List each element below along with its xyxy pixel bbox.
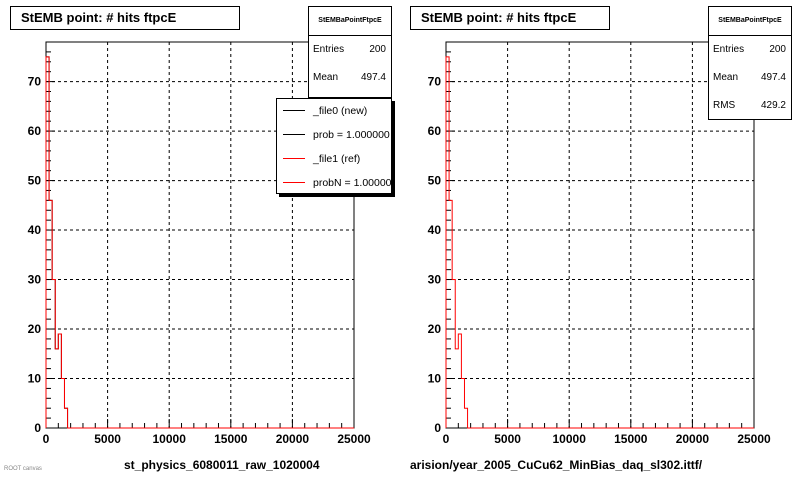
left-y-tick-label: 10 [28,372,42,386]
right-y-tick-label: 0 [434,421,441,435]
left-stats-mean-label: Mean [313,72,339,83]
right-x-tick-label: 5000 [494,432,521,446]
right-x-tick-label: 0 [443,432,450,446]
left-x-tick-label: 10000 [153,432,187,446]
right-y-tick-label: 50 [428,174,442,188]
left-stats-mean-row: Mean 497.4 [309,64,391,92]
left-xlabel-text: st_physics_6080011_raw_1020004 [124,458,320,472]
left-stats-box: StEMBaPointFtpcE Entries 200 Mean 497.4 [308,6,392,98]
footer-text: ROOT canvas [4,466,42,472]
right-stats-entries-label: Entries [713,44,745,55]
legend-item: prob = 1.000000 [277,123,391,147]
right-y-tick-label: 10 [428,372,442,386]
right-stats-mean-row: Mean 497.4 [709,64,791,92]
left-x-tick-label: 0 [43,432,50,446]
left-x-tick-label: 20000 [276,432,310,446]
right-plot-area [446,42,754,428]
right-stats-mean-value: 497.4 [760,72,786,83]
right-stats-box: StEMBaPointFtpcE Entries 200 Mean 497.4 … [708,6,792,120]
right-stats-entries-value: 200 [769,44,786,55]
left-y-tick-label: 0 [34,421,41,435]
left-x-tick-label: 15000 [214,432,248,446]
legend-item: _file1 (ref) [277,147,391,171]
right-xlabel: arision/year_2005_CuCu62_MinBias_daq_sl3… [410,458,702,472]
left-y-tick-label: 40 [28,223,42,237]
right-title-text: StEMB point: # hits ftpcE [421,10,577,25]
legend-swatch [283,182,305,183]
right-y-tick-label: 60 [428,124,442,138]
legend-swatch [283,134,305,135]
right-y-tick-label: 70 [428,75,442,89]
legend-swatch [283,158,305,159]
right-y-tick-label: 20 [428,322,442,336]
legend-label: prob = 1.000000 [313,129,390,141]
left-y-tick-label: 20 [28,322,42,336]
right-title: StEMB point: # hits ftpcE [410,6,610,30]
left-stats-mean-value: 497.4 [360,72,386,83]
legend-label: probN = 1.000000 [313,177,392,189]
left-stats-entries-row: Entries 200 [309,36,391,64]
left-x-tick-label: 5000 [94,432,121,446]
right-x-tick-label: 25000 [737,432,771,446]
right-stats-name: StEMBaPointFtpcE [709,7,791,36]
left-legend: _file0 (new) prob = 1.000000 _file1 (ref… [276,98,392,194]
right-x-tick-label: 20000 [676,432,710,446]
left-series-1-line [45,56,354,429]
left-stats-entries-label: Entries [313,44,345,55]
right-stats-entries-row: Entries 200 [709,36,791,64]
legend-item: _file0 (new) [277,99,391,123]
left-y-tick-label: 70 [28,75,42,89]
right-y-tick-label: 30 [428,273,442,287]
left-y-tick-label: 30 [28,273,42,287]
right-x-tick-label: 10000 [553,432,587,446]
right-stats-mean-label: Mean [713,72,739,83]
legend-label: _file0 (new) [313,105,368,117]
right-stats-rms-row: RMS 429.2 [709,92,791,120]
right-y-tick-label: 40 [428,223,442,237]
right-stats-rms-value: 429.2 [760,100,786,111]
left-stats-entries-value: 200 [369,44,386,55]
left-title-text: StEMB point: # hits ftpcE [21,10,177,25]
legend-item: probN = 1.000000 [277,171,392,193]
left-y-tick-label: 50 [28,174,42,188]
left-stats-name: StEMBaPointFtpcE [309,7,391,36]
left-title: StEMB point: # hits ftpcE [10,6,240,30]
right-stats-rms-label: RMS [713,100,736,111]
left-xlabel: st_physics_6080011_raw_1020004 [124,458,320,472]
left-y-tick-label: 60 [28,124,42,138]
right-series-0-line [445,56,754,429]
legend-swatch [283,110,305,111]
left-x-tick-label: 25000 [337,432,371,446]
right-xlabel-text: arision/year_2005_CuCu62_MinBias_daq_sl3… [410,458,703,472]
right-x-tick-label: 15000 [614,432,648,446]
legend-label: _file1 (ref) [313,153,361,165]
